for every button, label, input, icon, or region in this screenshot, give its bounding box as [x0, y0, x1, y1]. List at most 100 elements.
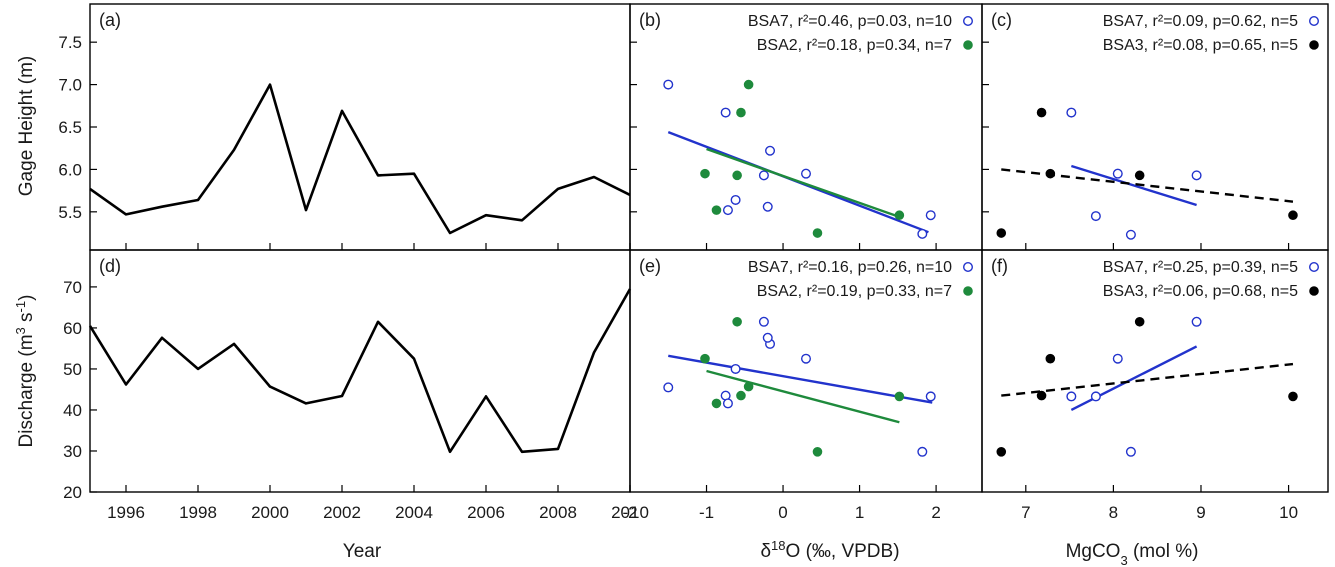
data-point-bsa2 [732, 316, 742, 327]
y-tick-label: 6.0 [58, 160, 82, 179]
data-point-bsa7 [801, 168, 812, 179]
data-point-bsa7 [917, 228, 928, 239]
fit-line-bsa7 [1070, 345, 1198, 412]
fit-line-bsa2 [706, 147, 900, 219]
data-point-bsa7 [1191, 316, 1202, 327]
x-tick-label: 8 [1109, 503, 1118, 522]
data-point-bsa2 [700, 168, 710, 179]
data-point-bsa2 [711, 205, 722, 215]
panel-frame [981, 249, 1329, 493]
data-point-bsa7 [1090, 391, 1101, 402]
data-point-bsa2 [743, 381, 754, 392]
legend-label: BSA7, r²=0.16, p=0.26, n=10 [748, 259, 952, 276]
y-tick-label: 60 [63, 319, 82, 338]
data-point-bsa7 [1090, 211, 1101, 222]
data-point-bsa7 [663, 79, 674, 90]
legend-marker [1309, 40, 1319, 50]
data-point-bsa7 [720, 107, 731, 118]
y-tick-label: 70 [63, 278, 82, 297]
y-tick-label: 7.0 [58, 76, 82, 95]
panel-label: (f) [991, 256, 1008, 276]
data-point-bsa2 [894, 210, 905, 221]
legend-label: BSA7, r²=0.46, p=0.03, n=10 [748, 13, 952, 30]
x-tick-label: -2 [622, 503, 637, 522]
data-point-bsa2 [700, 353, 710, 364]
panel-c: (c) BSA7, r²=0.09, p=0.62, n=5 BSA3, r²=0.… [981, 3, 1329, 251]
data-point-bsa3 [1045, 353, 1056, 364]
panel-frame [89, 3, 631, 251]
ylabel-discharge: Discharge (m3 s-1) [13, 295, 38, 448]
y-tick-label: 5.5 [58, 203, 82, 222]
data-point-bsa7 [765, 145, 776, 156]
x-tick-label: 1998 [179, 503, 217, 522]
data-point-bsa7 [917, 446, 928, 457]
data-point-bsa2 [812, 447, 823, 457]
data-point-bsa3 [1288, 210, 1298, 221]
fit-line-bsa7 [1070, 164, 1197, 207]
data-point-bsa3 [1045, 168, 1056, 179]
x-tick-label: 2008 [539, 503, 577, 522]
data-point-bsa7 [762, 201, 773, 212]
y-tick-label: 6.5 [58, 118, 82, 137]
data-point-bsa2 [711, 398, 722, 409]
data-point-bsa7 [722, 398, 733, 409]
data-point-bsa7 [1066, 107, 1077, 118]
data-point-bsa3 [996, 228, 1007, 238]
legend-marker [963, 16, 974, 27]
fit-line-bsa3 [1001, 168, 1294, 203]
data-point-bsa3 [1134, 170, 1145, 181]
xlabel-mgco3: MgCO3 (mol %) [1066, 541, 1199, 567]
legend-label: BSA2, r²=0.19, p=0.33, n=7 [757, 283, 952, 300]
legend-label: BSA7, r²=0.09, p=0.62, n=5 [1103, 13, 1298, 30]
data-point-bsa3 [1036, 390, 1047, 401]
data-point-bsa7 [1112, 353, 1123, 364]
x-tick-label: 2000 [251, 503, 289, 522]
x-tick-label: 2006 [467, 503, 505, 522]
panel-a: (a) 5.5 6.0 6.5 7.0 7.5 [58, 3, 631, 251]
legend-label: BSA2, r²=0.18, p=0.34, n=7 [757, 37, 952, 54]
x-tick-label: 7 [1021, 503, 1030, 522]
legend-marker [963, 40, 973, 50]
x-tick-label: 0 [778, 503, 787, 522]
legend-label: BSA3, r²=0.06, p=0.68, n=5 [1103, 283, 1298, 300]
legend-marker [1308, 262, 1319, 273]
data-point-bsa7 [1066, 391, 1077, 402]
data-point-bsa7 [1125, 446, 1136, 457]
data-point-bsa3 [1288, 391, 1298, 402]
data-point-bsa2 [732, 170, 742, 181]
data-point-bsa7 [925, 391, 936, 402]
x-tick-label: 1 [855, 503, 864, 522]
y-tick-label: 7.5 [58, 33, 82, 52]
y-tick-label: 40 [63, 401, 82, 420]
fit-line-bsa3 [1001, 362, 1294, 397]
series-line [88, 288, 632, 454]
data-point-bsa7 [1125, 229, 1136, 240]
data-point-bsa7 [1112, 168, 1123, 179]
fit-line-bsa7 [668, 354, 933, 404]
data-point-bsa7 [1191, 170, 1202, 181]
data-point-bsa7 [925, 210, 936, 221]
x-tick-label: 2002 [323, 503, 361, 522]
panel-label: (b) [639, 10, 661, 30]
x-tick-label: 2004 [395, 503, 433, 522]
data-point-bsa7 [730, 363, 741, 374]
panel-label: (e) [639, 256, 661, 276]
panel-label: (a) [99, 10, 121, 30]
legend-marker [963, 262, 974, 273]
data-point-bsa7 [730, 194, 741, 205]
x-tick-label: 2010 [611, 503, 649, 522]
data-point-bsa2 [812, 228, 823, 238]
legend-label: BSA7, r²=0.25, p=0.39, n=5 [1103, 259, 1298, 276]
x-tick-label: -1 [699, 503, 714, 522]
data-point-bsa2 [736, 390, 746, 401]
series-line [89, 83, 631, 235]
panel-e: (e) -2 -1 0 1 2 BSA7, r²=0.16, p=0.26, n=10 BSA… [622, 249, 983, 522]
data-point-bsa7 [663, 382, 674, 393]
data-point-bsa7 [801, 353, 812, 364]
panel-frame [89, 249, 631, 493]
x-tick-label: 1996 [107, 503, 145, 522]
panel-f: (f) 7 8 9 10 BSA7, r²=0.25, p=0.39, n=5 BSA3, … [981, 249, 1329, 522]
data-point-bsa7 [758, 316, 769, 327]
ylabel-gage-height: Gage Height (m) [16, 56, 37, 196]
